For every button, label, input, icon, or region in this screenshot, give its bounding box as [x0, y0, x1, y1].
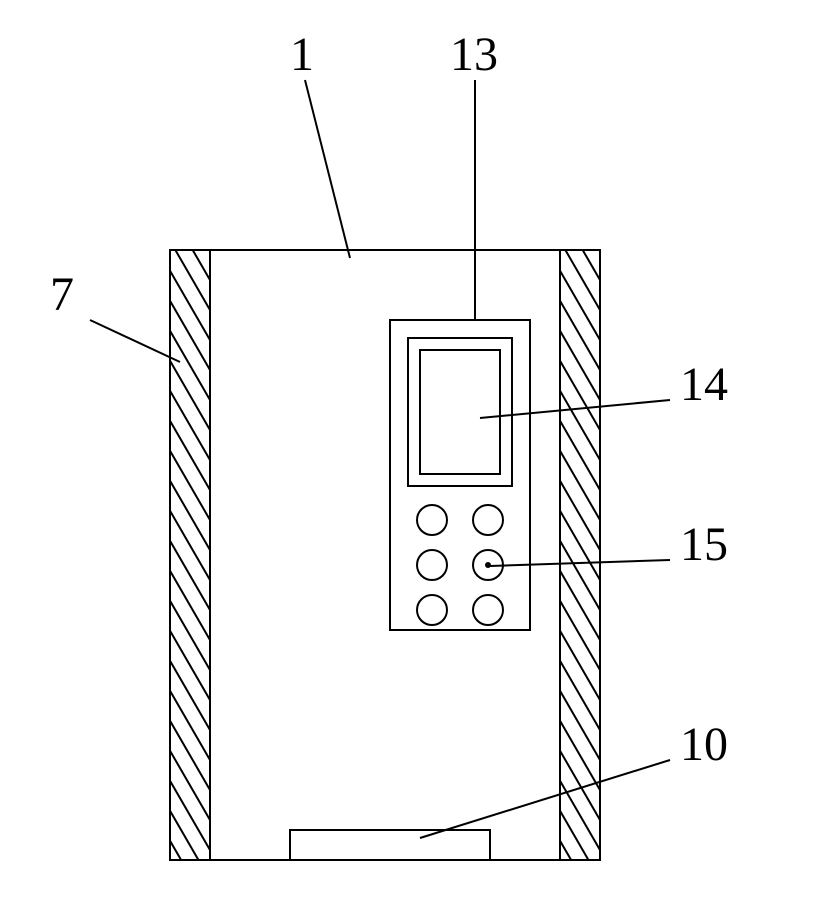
callout-label: 15 [680, 518, 728, 571]
panel-button [417, 550, 447, 580]
leader-line [490, 560, 670, 566]
callout-label: 13 [450, 28, 498, 81]
callout-label: 1 [290, 28, 314, 81]
callout-label: 7 [50, 268, 74, 321]
panel-button [473, 505, 503, 535]
callout-label: 10 [680, 718, 728, 771]
leader-line [420, 760, 670, 838]
leader-line [90, 320, 180, 362]
screen-inner [420, 350, 500, 474]
leader-line [305, 80, 350, 258]
bottom-bar [290, 830, 490, 860]
screen-outer [408, 338, 512, 486]
panel-button [417, 505, 447, 535]
panel-button [473, 595, 503, 625]
panel-button [417, 595, 447, 625]
callout-label: 14 [680, 358, 728, 411]
